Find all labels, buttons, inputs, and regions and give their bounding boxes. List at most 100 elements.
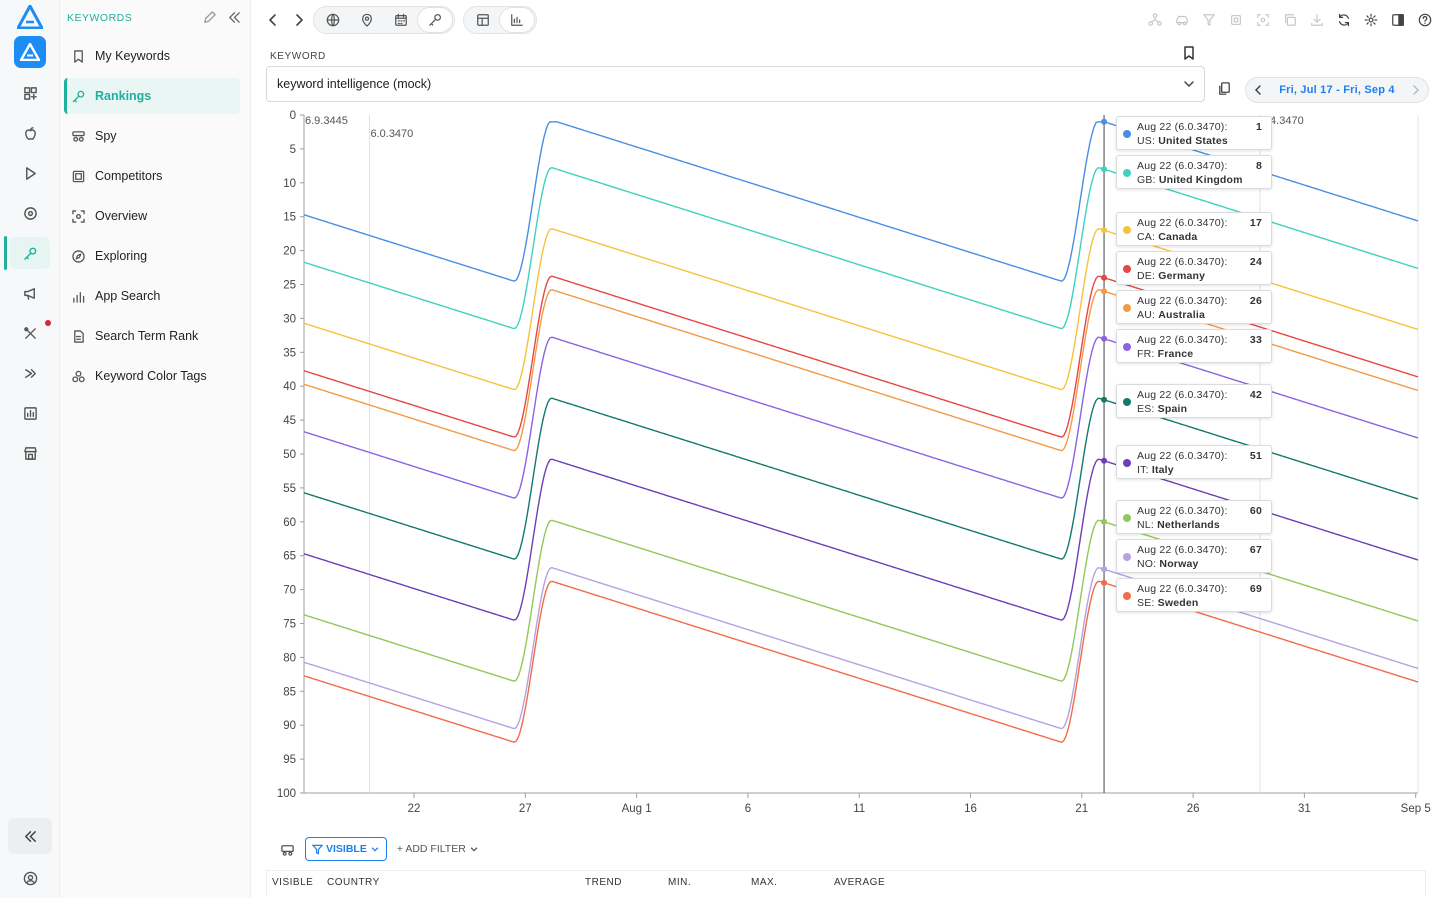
keywords-key-icon[interactable] [10, 237, 50, 269]
column-max[interactable]: MAX. [751, 877, 778, 888]
column-min[interactable]: MIN. [668, 877, 692, 888]
eye-icon[interactable] [10, 197, 50, 229]
column-visible[interactable]: VISIBLE [272, 877, 314, 888]
keyword-select[interactable]: keyword intelligence (mock) [266, 66, 1205, 102]
chevron-right-icon[interactable] [1410, 84, 1422, 96]
tooltip-code: FR [1137, 347, 1152, 360]
chart-view-icon[interactable] [500, 8, 534, 32]
download-icon[interactable] [1308, 11, 1325, 28]
app-switcher-icon[interactable] [14, 36, 46, 68]
sidebar-item-label: App Search [95, 289, 161, 303]
add-filter-label: + ADD FILTER [396, 843, 466, 855]
sidebar-item-app-search[interactable]: App Search [64, 278, 240, 314]
car-icon[interactable] [1173, 11, 1190, 28]
hover-point-ca [1101, 227, 1108, 234]
user-account-icon[interactable] [10, 862, 50, 894]
help-icon[interactable] [1416, 11, 1433, 28]
store-icon[interactable] [10, 437, 50, 469]
tooltip-version: 6.0.3470 [1178, 160, 1221, 172]
hover-point-es [1101, 396, 1108, 403]
chevron-left-icon[interactable] [1252, 84, 1264, 96]
key-filter-icon[interactable] [418, 8, 452, 32]
tooltip-version: 6.0.3470 [1178, 450, 1221, 462]
hierarchy-icon[interactable] [1146, 11, 1163, 28]
settings-gear-icon[interactable] [1362, 11, 1379, 28]
date-range-picker[interactable]: Fri, Jul 17 - Fri, Sep 4 [1245, 77, 1429, 103]
tooltip-date: Aug 22 [1137, 121, 1172, 133]
tooltip-code: IT [1137, 463, 1146, 476]
tooltip-fr: Aug 22 (6.0.3470): 33 FR: France [1116, 329, 1272, 363]
hover-point-fr [1101, 335, 1108, 342]
sidebar-item-rankings[interactable]: Rankings [64, 78, 240, 114]
column-average[interactable]: AVERAGE [834, 877, 886, 888]
tooltip-version: 6.0.3470 [1178, 217, 1221, 229]
sidebar-item-competitors[interactable]: Competitors [64, 158, 240, 194]
google-play-icon[interactable] [10, 157, 50, 189]
column-trend[interactable]: TREND [585, 877, 622, 888]
collapse-rail-icon[interactable] [8, 818, 52, 854]
visible-filter-button[interactable]: VISIBLE [305, 837, 387, 861]
y-tick-label: 0 [290, 110, 296, 122]
tooltip-it: Aug 22 (6.0.3470): 51 IT: Italy [1116, 445, 1272, 479]
tooltip-ca: Aug 22 (6.0.3470): 17 CA: Canada [1116, 212, 1272, 246]
edit-pencil-icon[interactable] [202, 10, 217, 25]
series-line-se [303, 580, 1419, 743]
globe-icon[interactable] [316, 8, 350, 32]
tooltip-nl: Aug 22 (6.0.3470): 60 NL: Netherlands [1116, 500, 1272, 534]
tooltip-date: Aug 22 [1137, 217, 1172, 229]
collapse-sidebar-icon[interactable] [227, 10, 242, 25]
forward-arrow-icon[interactable] [288, 10, 310, 30]
tooltip-de: Aug 22 (6.0.3470): 24 DE: Germany [1116, 251, 1272, 285]
x-tick-label: 27 [519, 803, 532, 815]
megaphone-icon[interactable] [10, 277, 50, 309]
tooltip-country: United Kingdom [1158, 173, 1243, 186]
copy-keyword-icon[interactable] [1217, 81, 1232, 96]
tooltip-country: Canada [1158, 230, 1198, 243]
x-tick-label: 31 [1298, 803, 1311, 815]
tooltip-value: 51 [1249, 450, 1262, 462]
series-line-gb [303, 167, 1419, 330]
brand-logo-icon[interactable] [17, 5, 43, 29]
add-filter-button[interactable]: + ADD FILTER [393, 837, 483, 861]
sidebar-item-keyword-color-tags[interactable]: Keyword Color Tags [64, 358, 240, 394]
color-tags-icon [72, 370, 85, 382]
refresh-icon[interactable] [1335, 11, 1352, 28]
funnel-icon[interactable] [1200, 11, 1217, 28]
calendar-icon[interactable] [384, 8, 418, 32]
reports-icon[interactable] [10, 397, 50, 429]
tooltip-value: 42 [1249, 389, 1262, 401]
panel-toggle-icon[interactable] [1389, 11, 1406, 28]
sidebar-item-exploring[interactable]: Exploring [64, 238, 240, 274]
overview-icon [72, 209, 85, 223]
notification-dot [45, 320, 51, 326]
chip-icon[interactable] [1227, 11, 1244, 28]
apple-icon[interactable] [10, 117, 50, 149]
y-tick-label: 5 [290, 144, 296, 156]
tooltip-version: 6.0.3470 [1178, 505, 1221, 517]
column-country[interactable]: COUNTRY [327, 877, 380, 888]
copy-icon[interactable] [1281, 11, 1298, 28]
dashboard-icon[interactable] [10, 77, 50, 109]
series-color-dot [1123, 169, 1131, 177]
table-settings-icon[interactable] [280, 842, 295, 857]
tooltip-us: Aug 22 (6.0.3470): 1 US: United States [1116, 116, 1272, 150]
y-tick-label: 20 [283, 246, 296, 258]
tools-icon[interactable] [10, 317, 50, 349]
series-color-dot [1123, 343, 1131, 351]
y-tick-label: 85 [283, 686, 296, 698]
table-view-icon[interactable] [466, 8, 500, 32]
sidebar-item-my-keywords[interactable]: My Keywords [64, 38, 240, 74]
screenshot-icon[interactable] [1254, 11, 1271, 28]
back-arrow-icon[interactable] [262, 10, 284, 30]
sidebar-item-spy[interactable]: Spy [64, 118, 240, 154]
location-pin-icon[interactable] [350, 8, 384, 32]
sidebar-item-overview[interactable]: Overview [64, 198, 240, 234]
x-tick-label: 22 [408, 803, 421, 815]
ads-icon[interactable] [10, 357, 50, 389]
tooltip-value: 1 [1255, 121, 1262, 133]
sidebar-item-search-term-rank[interactable]: Search Term Rank [64, 318, 240, 354]
y-tick-label: 70 [283, 585, 296, 597]
rail-active-indicator [4, 236, 7, 270]
bookmark-icon[interactable] [1181, 45, 1197, 61]
series-line-fr [303, 336, 1419, 499]
